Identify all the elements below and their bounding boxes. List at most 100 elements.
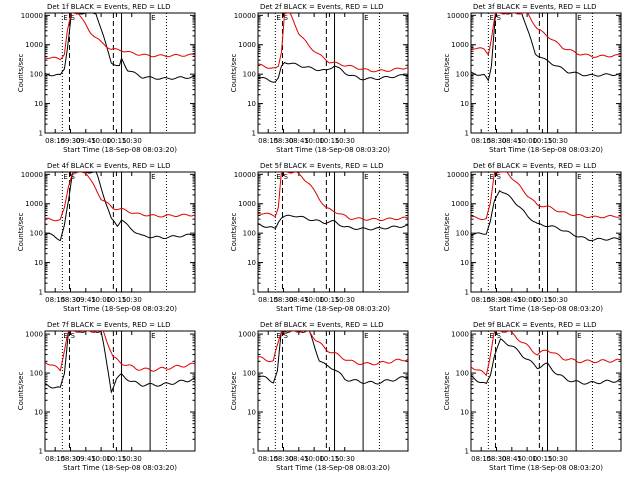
time-marker-label: S <box>283 332 288 340</box>
plot-frame <box>257 171 409 293</box>
series-lld-line <box>471 331 621 377</box>
x-tick-label: 10:15 <box>319 137 339 145</box>
y-axis-label: Counts/sec <box>17 372 25 411</box>
series-events-line <box>258 214 408 231</box>
plot-frame <box>470 330 622 452</box>
plot-frame <box>470 12 622 134</box>
time-marker-label: S <box>70 332 75 340</box>
time-marker-label: E <box>63 332 67 340</box>
time-marker-label: E <box>276 14 280 22</box>
series-events-line <box>45 172 195 242</box>
y-axis-label: Counts/sec <box>443 213 451 252</box>
x-tick-label: 10:15 <box>319 296 339 304</box>
y-tick-label: 1000 <box>451 331 469 339</box>
y-tick-label: 100 <box>243 71 256 79</box>
series-events-line <box>471 189 621 242</box>
x-tick-label: 10:00 <box>304 455 324 463</box>
chart-title: Det 5f BLACK = Events, RED = LLD <box>260 162 383 170</box>
x-tick-label: 08:15 <box>45 296 65 304</box>
y-tick-label: 100 <box>456 370 469 378</box>
x-tick-label: 10:30 <box>122 137 142 145</box>
series-events-line <box>258 331 408 385</box>
x-tick-label: 10:30 <box>548 137 568 145</box>
y-tick-label: 1 <box>465 448 469 456</box>
x-tick-label: 08:45 <box>502 137 522 145</box>
series-lld-line <box>258 13 408 73</box>
x-axis-label: Start Time (18-Sep-08 08:03:20) <box>63 146 177 154</box>
x-tick-label: 10:00 <box>304 137 324 145</box>
x-axis-label: Start Time (18-Sep-08 08:03:20) <box>489 305 603 313</box>
x-axis-label: Start Time (18-Sep-08 08:03:20) <box>489 464 603 472</box>
x-tick-label: 10:15 <box>106 296 126 304</box>
y-tick-label: 1000 <box>238 331 256 339</box>
time-marker-label: S <box>496 14 501 22</box>
time-marker-label: S <box>496 173 501 181</box>
x-tick-label: 09:45 <box>76 296 96 304</box>
x-tick-label: 08:15 <box>45 137 65 145</box>
y-tick-label: 10000 <box>21 12 43 20</box>
x-axis-label: Start Time (18-Sep-08 08:03:20) <box>276 464 390 472</box>
series-lld-line <box>45 331 195 372</box>
y-tick-label: 1 <box>252 289 256 297</box>
x-tick-label: 08:30 <box>486 455 506 463</box>
x-tick-label: 10:30 <box>335 455 355 463</box>
x-tick-label: 08:45 <box>502 296 522 304</box>
time-marker-label: E <box>63 173 67 181</box>
y-tick-label: 1000 <box>25 331 43 339</box>
time-marker-label: E <box>63 14 67 22</box>
y-axis-label: Counts/sec <box>17 213 25 252</box>
x-tick-label: 10:30 <box>548 455 568 463</box>
x-tick-label: 08:15 <box>258 137 278 145</box>
plot-frame <box>44 12 196 134</box>
x-axis-label: Start Time (18-Sep-08 08:03:20) <box>276 305 390 313</box>
y-tick-label: 10 <box>247 409 256 417</box>
x-tick-label: 10:30 <box>335 296 355 304</box>
y-tick-label: 1000 <box>451 200 469 208</box>
x-axis-label: Start Time (18-Sep-08 08:03:20) <box>63 464 177 472</box>
x-tick-label: 09:45 <box>76 137 96 145</box>
time-marker-label: S <box>283 173 288 181</box>
time-marker-label: E <box>364 14 368 22</box>
x-tick-label: 09:30 <box>60 137 80 145</box>
time-marker-label: E <box>577 173 581 181</box>
y-tick-label: 10000 <box>447 171 469 179</box>
time-marker-label: E <box>151 332 155 340</box>
y-tick-label: 100 <box>243 370 256 378</box>
x-tick-label: 08:30 <box>486 137 506 145</box>
x-tick-label: 10:00 <box>91 137 111 145</box>
time-marker-label: S <box>283 14 288 22</box>
plot-frame <box>470 171 622 293</box>
y-tick-label: 10 <box>460 409 469 417</box>
y-tick-label: 10000 <box>447 12 469 20</box>
x-tick-label: 09:45 <box>76 455 96 463</box>
x-tick-label: 08:15 <box>258 296 278 304</box>
y-axis-label: Counts/sec <box>230 54 238 93</box>
time-marker-label: S <box>496 332 501 340</box>
x-tick-label: 10:00 <box>517 137 537 145</box>
x-tick-label: 08:30 <box>273 455 293 463</box>
y-tick-label: 100 <box>30 230 43 238</box>
y-tick-label: 1000 <box>451 41 469 49</box>
x-tick-label: 10:00 <box>91 296 111 304</box>
y-axis-label: Counts/sec <box>230 213 238 252</box>
y-axis-label: Counts/sec <box>443 54 451 93</box>
y-axis-label: Counts/sec <box>230 372 238 411</box>
y-tick-label: 1000 <box>238 41 256 49</box>
x-tick-label: 10:15 <box>532 455 552 463</box>
x-tick-label: 10:15 <box>532 296 552 304</box>
x-tick-label: 08:45 <box>289 137 309 145</box>
chart-title: Det 3f BLACK = Events, RED = LLD <box>473 3 596 11</box>
x-tick-label: 10:15 <box>319 455 339 463</box>
time-marker-label: E <box>489 173 493 181</box>
x-tick-label: 10:15 <box>106 137 126 145</box>
x-tick-label: 10:00 <box>91 455 111 463</box>
time-marker-label: E <box>489 332 493 340</box>
y-tick-label: 100 <box>456 230 469 238</box>
chart-title: Det 8f BLACK = Events, RED = LLD <box>260 321 383 329</box>
x-tick-label: 08:15 <box>471 296 491 304</box>
